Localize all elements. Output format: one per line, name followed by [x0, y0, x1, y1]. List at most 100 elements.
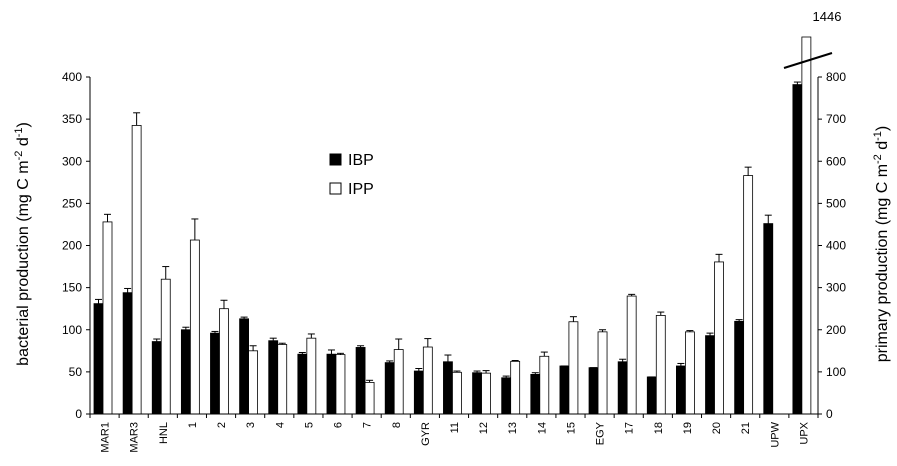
bar-ibp-11 — [443, 361, 453, 415]
y-left-tick-label-300: 300 — [62, 154, 82, 168]
bar-ibp-upw — [763, 223, 774, 415]
bar-ipp-mar3 — [131, 125, 142, 415]
legend-swatch-ipp — [329, 182, 342, 195]
bar-ibp-5 — [297, 353, 308, 415]
bar-ipp-5 — [306, 337, 317, 415]
y-left-tick-label-100: 100 — [62, 323, 82, 337]
bar-ipp-2 — [219, 308, 229, 415]
bar-ipp-upx — [801, 36, 812, 415]
bar-ipp-mar1 — [102, 221, 113, 415]
bar-ibp-17 — [617, 361, 628, 415]
category-label-6: 6 — [333, 422, 345, 428]
bars-layer — [93, 36, 812, 415]
bar-ipp-1 — [189, 239, 200, 415]
category-label-13: 13 — [507, 422, 519, 434]
y-left-tick-label-400: 400 — [62, 70, 82, 84]
bar-ipp-14 — [539, 355, 550, 415]
y-left-tick-label-200: 200 — [62, 239, 82, 253]
left-ticks: 0 50 100 150 200 250 300 350 400 — [62, 70, 90, 421]
bar-ibp-18 — [646, 376, 657, 415]
bar-ibp-mar1 — [93, 303, 104, 415]
bar-ipp-gyr — [422, 346, 433, 415]
bar-ibp-gyr — [413, 370, 424, 415]
category-label-8: 8 — [391, 422, 403, 428]
bar-ibp-upx — [792, 84, 803, 415]
bar-ibp-7 — [355, 347, 366, 415]
bar-ibp-3 — [239, 318, 250, 415]
error-bars-layer — [95, 81, 801, 383]
bar-ibp-egy — [588, 367, 599, 415]
bar-ipp-hnl — [160, 278, 171, 415]
bar-ibp-hnl — [151, 341, 162, 415]
category-label-20: 20 — [711, 422, 723, 434]
bar-ipp-egy — [597, 331, 608, 415]
category-label-7: 7 — [362, 422, 374, 428]
category-label-gyr: GYR — [420, 422, 432, 446]
legend-label-ipp: IPP — [348, 181, 374, 198]
category-label-19: 19 — [682, 422, 694, 434]
break-value-label: 1446 — [813, 9, 842, 24]
bar-ipp-7 — [364, 382, 375, 415]
category-label-mar3: MAR3 — [129, 422, 141, 453]
bar-ipp-11 — [452, 371, 462, 415]
bar-ibp-2 — [210, 332, 220, 415]
y-right-tick-label-400: 400 — [826, 239, 846, 253]
category-label-1: 1 — [187, 422, 199, 428]
y-left-tick-label-150: 150 — [62, 281, 82, 295]
category-label-4: 4 — [274, 422, 286, 428]
bar-ipp-12 — [481, 372, 491, 415]
bar-ibp-13 — [501, 377, 512, 415]
y-right-tick-label-300: 300 — [826, 281, 846, 295]
bar-ibp-12 — [472, 372, 482, 415]
category-label-17: 17 — [624, 422, 636, 434]
bar-ipp-19 — [685, 331, 695, 415]
y-left-tick-label-350: 350 — [62, 112, 82, 126]
legend: IBP IPP — [329, 152, 374, 198]
axis-break-line — [783, 52, 833, 69]
y-right-tick-label-700: 700 — [826, 112, 846, 126]
bar-ipp-13 — [510, 360, 521, 415]
bar-ipp-17 — [626, 295, 637, 415]
category-label-14: 14 — [536, 422, 548, 434]
category-label-mar1: MAR1 — [100, 422, 112, 453]
category-label-3: 3 — [245, 422, 257, 428]
bar-ipp-8 — [393, 349, 404, 415]
bar-ipp-18 — [655, 315, 666, 415]
bar-ibp-15 — [559, 365, 570, 415]
y-right-tick-label-100: 100 — [826, 365, 846, 379]
legend-label-ibp: IBP — [348, 152, 374, 169]
bar-ipp-21 — [743, 175, 754, 415]
category-label-15: 15 — [565, 422, 577, 434]
right-ticks: 0 100 200 300 400 500 600 700 800 — [818, 70, 846, 421]
bar-ibp-19 — [676, 365, 686, 415]
y-axis-right-title: primary production (mg C m-2 d-1) — [872, 126, 891, 363]
category-label-18: 18 — [653, 422, 665, 434]
category-label-11: 11 — [449, 422, 461, 433]
category-labels: MAR1 MAR3 HNL 1 2 3 4 5 6 7 8 GYR 11 12 13 14 15 EGY 17 18 1… — [100, 421, 811, 452]
bar-ibp-14 — [530, 374, 541, 415]
bar-ibp-6 — [326, 353, 337, 415]
bar-ipp-6 — [335, 354, 346, 415]
legend-swatch-ibp — [329, 153, 342, 166]
bar-ibp-1 — [180, 329, 191, 415]
category-label-egy: EGY — [595, 421, 607, 445]
bar-ibp-4 — [268, 340, 279, 415]
category-label-upw: UPW — [769, 421, 781, 447]
bar-ibp-mar3 — [122, 292, 133, 415]
category-label-hnl: HNL — [158, 422, 170, 444]
y-left-tick-label-50: 50 — [69, 365, 83, 379]
y-right-tick-label-800: 800 — [826, 70, 846, 84]
bar-ibp-8 — [384, 362, 395, 415]
y-right-tick-label-200: 200 — [826, 323, 846, 337]
category-label-2: 2 — [216, 422, 228, 428]
y-right-tick-label-0: 0 — [826, 407, 833, 421]
category-label-21: 21 — [740, 422, 752, 434]
y-axis-left-title: bacterial production (mg C m-2 d-1) — [13, 122, 32, 366]
y-left-tick-label-250: 250 — [62, 196, 82, 210]
category-label-5: 5 — [303, 422, 315, 428]
y-right-tick-label-500: 500 — [826, 196, 846, 210]
bar-ipp-20 — [714, 261, 724, 415]
bar-ipp-15 — [568, 321, 579, 415]
bar-ipp-3 — [248, 350, 259, 415]
y-left-tick-label-0: 0 — [75, 407, 82, 421]
